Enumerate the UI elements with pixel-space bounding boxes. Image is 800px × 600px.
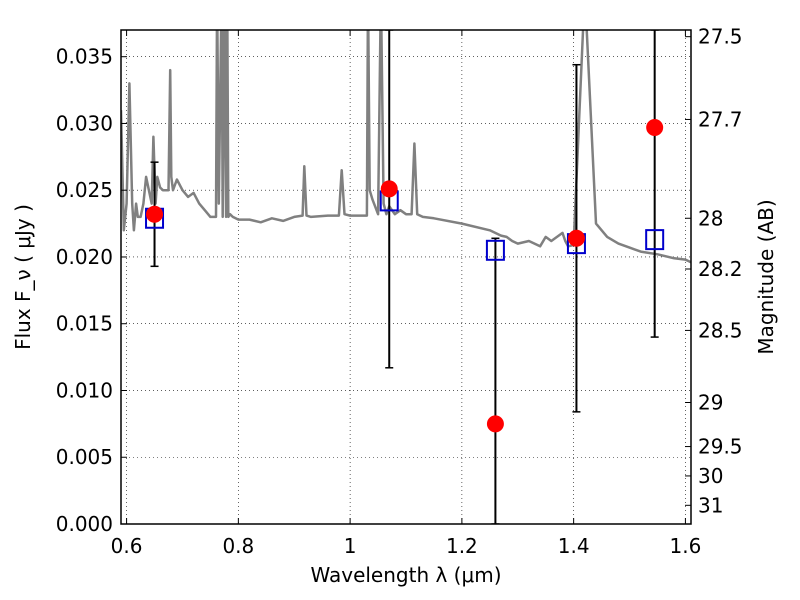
y2-tick-labels: 27.5 27.7 28 28.2 28.5 29 29.5 30 31 (698, 25, 743, 518)
y2-tick-label: 30 (698, 464, 723, 488)
model-spectrum-line (121, 30, 691, 264)
y2-tick-label: 28.2 (698, 257, 743, 281)
x-tick-label: 0.6 (111, 534, 143, 558)
errorbar-layer (150, 30, 659, 524)
model-flux-square (485, 239, 505, 261)
y2-tick-label: 27.5 (698, 25, 743, 49)
y-tick-label: 0.020 (56, 245, 113, 269)
x-tick-labels: 0.6 0.8 1 1.2 1.4 1.6 (111, 534, 702, 558)
observed-flux-point (380, 180, 398, 198)
plot-frame (120, 29, 692, 525)
y2-tick-label: 29 (698, 391, 723, 415)
y-tick-label: 0.010 (56, 378, 113, 402)
y-tick-label: 0.035 (56, 45, 113, 69)
y-tick-labels: 0.000 0.005 0.010 0.015 0.020 0.025 0.030 0.035 (56, 45, 113, 536)
observed-flux-point (567, 229, 585, 247)
y2-tick-label: 31 (698, 493, 723, 517)
y-tick-label: 0.000 (56, 512, 113, 536)
y-tick-label: 0.005 (56, 445, 113, 469)
ticks (121, 30, 691, 525)
x-tick-label: 0.8 (222, 534, 254, 558)
x-tick-label: 1.4 (558, 534, 590, 558)
y-tick-label: 0.030 (56, 111, 113, 135)
y-tick-label: 0.025 (56, 178, 113, 202)
observed-point-layer (146, 118, 664, 433)
x-axis-label: Wavelength λ (μm) (310, 563, 501, 587)
observed-flux-point (486, 415, 504, 433)
plot-background (121, 30, 691, 524)
observed-flux-point (146, 205, 164, 223)
y-tick-label: 0.015 (56, 312, 113, 336)
y2-tick-label: 28 (698, 206, 723, 230)
x-tick-label: 1 (344, 534, 357, 558)
y2-tick-label: 29.5 (698, 435, 743, 459)
y-axis-label: Flux F_ν ( μJy ) (11, 204, 35, 350)
x-tick-label: 1.6 (670, 534, 702, 558)
y2-axis-label: Magnitude (AB) (754, 199, 778, 354)
model-square-layer (145, 190, 665, 261)
spectrum-layer (121, 30, 691, 264)
observed-flux-point (646, 118, 664, 136)
model-flux-square (645, 229, 665, 251)
y2-tick-label: 27.7 (698, 107, 743, 131)
y2-tick-label: 28.5 (698, 318, 743, 342)
x-tick-label: 1.2 (446, 534, 478, 558)
